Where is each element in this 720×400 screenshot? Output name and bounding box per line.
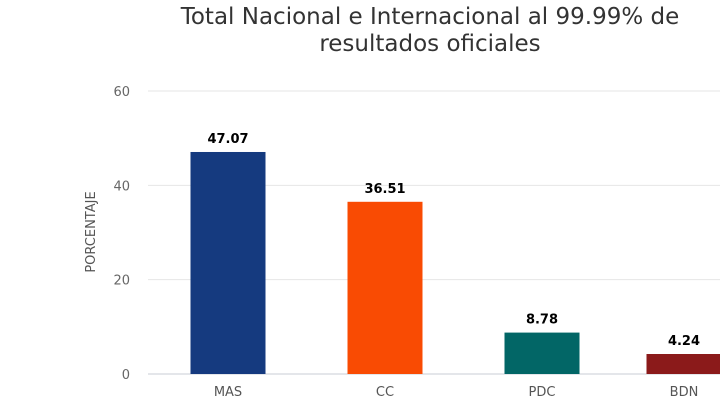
data-label-bdn: 4.24 (668, 334, 700, 349)
x-tick-label-bdn: BDN (670, 385, 699, 400)
data-label-pdc: 8.78 (526, 313, 558, 328)
bar-cc[interactable] (347, 201, 423, 374)
x-axis: MAS CC PDC BDN (214, 385, 699, 400)
data-labels: 47.07 36.51 8.78 4.24 (207, 132, 700, 349)
y-axis: 0 20 40 60 (113, 85, 130, 383)
y-tick-label: 0 (122, 368, 130, 383)
data-label-cc: 36.51 (364, 182, 405, 197)
x-tick-label-pdc: PDC (529, 385, 556, 400)
y-tick-label: 40 (113, 179, 130, 194)
y-axis-title: PORCENTAJE (84, 191, 99, 272)
data-label-mas: 47.07 (207, 132, 248, 147)
bar-mas[interactable] (190, 151, 266, 374)
bar-bdn[interactable] (646, 354, 720, 374)
x-tick-label-cc: CC (376, 385, 394, 400)
chart-title: Total Nacional e Internacional al 99.99%… (180, 4, 680, 57)
y-tick-label: 20 (113, 274, 130, 289)
bar-pdc[interactable] (504, 332, 580, 374)
bars (190, 151, 720, 374)
y-tick-label: 60 (113, 85, 130, 100)
x-tick-label-mas: MAS (214, 385, 242, 400)
